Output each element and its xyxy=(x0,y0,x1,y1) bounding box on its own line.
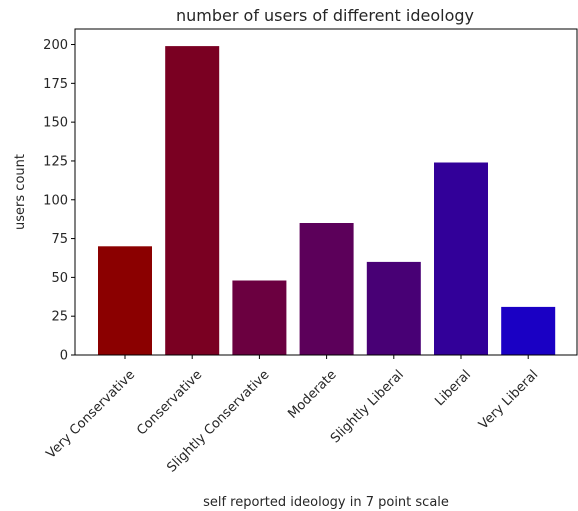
y-axis-label: users count xyxy=(13,154,28,230)
bar xyxy=(165,46,220,355)
y-tick-label: 75 xyxy=(51,232,68,247)
y-tick-label: 175 xyxy=(43,77,68,92)
plot-frame xyxy=(74,28,578,356)
y-tick-label: 150 xyxy=(43,116,68,131)
bar xyxy=(98,246,152,355)
x-tick-label: Conservative xyxy=(134,367,205,438)
x-tick-label: Moderate xyxy=(285,367,339,421)
bars-group xyxy=(98,46,556,355)
y-tick-label: 0 xyxy=(60,349,68,364)
bar xyxy=(501,306,556,355)
x-tick-label: Liberal xyxy=(432,367,474,409)
y-tick-label: 100 xyxy=(43,193,68,208)
bar xyxy=(299,223,354,355)
y-tick-label: 25 xyxy=(51,310,68,325)
y-axis: 0 25 50 75 100 125 150 175 200 xyxy=(43,38,75,364)
x-tick-label: Very Liberal xyxy=(476,367,541,432)
x-axis-label: self reported ideology in 7 point scale xyxy=(203,495,449,510)
y-tick-label: 125 xyxy=(43,154,68,169)
y-tick-label: 200 xyxy=(43,38,68,53)
y-tick-label: 50 xyxy=(51,271,68,286)
bar xyxy=(434,162,488,355)
x-tick-label: Very Conservative xyxy=(44,367,138,461)
chart-title: number of users of different ideology xyxy=(176,6,474,25)
x-tick-label: Slightly Liberal xyxy=(328,367,407,446)
bar xyxy=(366,261,421,355)
bar xyxy=(232,280,287,355)
